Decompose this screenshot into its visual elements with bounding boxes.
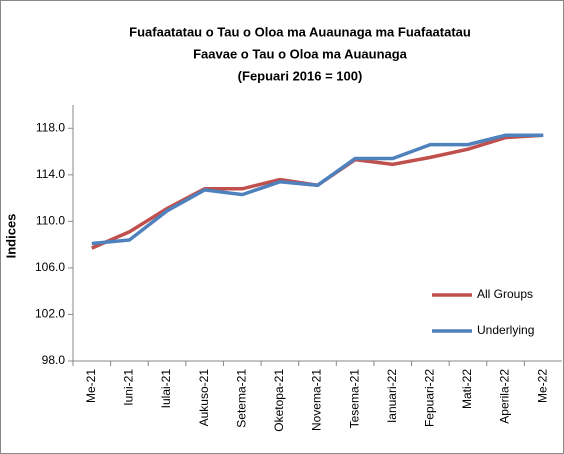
y-tick-label: 106.0 [35,260,65,274]
legend-label: Underlying [477,323,534,337]
x-tick-label: Ianuari-22 [385,369,399,423]
legend-label: All Groups [477,287,533,301]
x-tick-label: Mati-22 [460,369,474,409]
x-tick-label: Me-21 [84,369,98,403]
x-tick-label: Fepuari-22 [423,369,437,427]
x-tick-label: Oketopa-21 [272,369,286,432]
y-tick-label: 102.0 [35,307,65,321]
x-tick-label: Iuni-21 [122,369,136,406]
x-tick-label: Aperila-22 [498,369,512,424]
x-tick-label: Novema-21 [310,369,324,431]
y-tick-label: 118.0 [36,120,65,134]
y-tick-label: 98.0 [42,353,66,367]
chart-title: (Fepuari 2016 = 100) [238,68,363,83]
y-tick-label: 114.0 [36,167,65,181]
y-axis-label: Indices [3,214,18,259]
series-line [91,133,544,246]
y-tick-label: 110.0 [36,214,65,228]
x-tick-label: Setema-21 [234,369,248,428]
chart-title: Fuafaatatau o Tau o Oloa ma Auaunaga ma … [129,24,471,39]
chart-title: Faavae o Tau o Oloa ma Auaunaga [193,46,408,61]
x-tick-label: Me-22 [535,369,549,403]
x-tick-label: Tesema-21 [347,369,361,429]
x-tick-label: Iulai-21 [159,369,173,409]
x-tick-label: Aukuso-21 [197,369,211,427]
